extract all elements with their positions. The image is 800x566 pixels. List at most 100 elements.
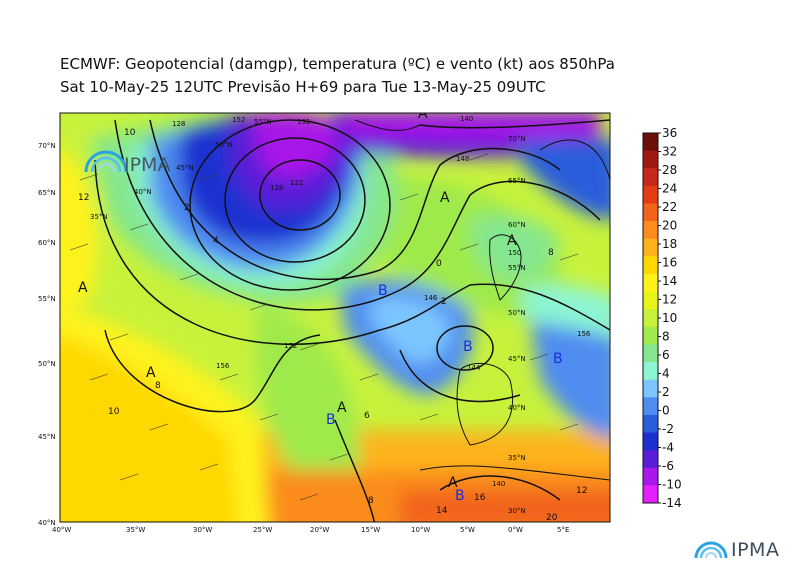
- isotherm-label: 2: [441, 297, 447, 307]
- colorbar-tick-label: 2: [662, 385, 670, 399]
- coast-scandinavia: [539, 139, 610, 181]
- lat-label: 60°N: [38, 239, 56, 247]
- inner-lat-label: 45°N: [176, 164, 194, 172]
- colorbar-tick-label: 18: [662, 237, 677, 251]
- isotherm-label: 16: [474, 493, 486, 503]
- lon-label: 30°W: [193, 526, 212, 534]
- pressure-centers: A A A A A A A B B B B B: [78, 113, 563, 504]
- colorbar-tick-label: 36: [662, 126, 677, 140]
- coastlines: [354, 119, 610, 481]
- colorbar-swatch: [643, 238, 658, 257]
- colorbar-tick-label: 28: [662, 163, 677, 177]
- coast-british-isles: [489, 234, 522, 301]
- colorbar-swatch: [643, 397, 658, 416]
- contour-line-11: [439, 475, 561, 501]
- colorbar-swatch: [643, 168, 658, 187]
- ipma-logo-icon: [84, 150, 128, 173]
- lon-label: 35°W: [126, 526, 145, 534]
- lat-label: 50°N: [38, 360, 56, 368]
- inner-lat-label: 30°N: [508, 507, 526, 515]
- colorbar-tick-label: 16: [662, 256, 677, 270]
- isotherm-label: 10: [124, 128, 136, 138]
- lat-label: 45°N: [38, 433, 56, 441]
- colorbar-swatch: [643, 273, 658, 293]
- ipma-footer-logo: IPMA: [694, 539, 779, 561]
- ipma-map-logo: IPMA: [84, 150, 170, 176]
- contour-label: 152: [232, 116, 245, 124]
- colorbar-swatch: [643, 467, 658, 486]
- colorbar-swatch: [643, 485, 658, 504]
- inner-lat-label: 35°N: [508, 454, 526, 462]
- inner-lat-label: 50°N: [215, 141, 233, 149]
- contour-ring-3: [189, 119, 391, 291]
- isotherm-label: 12: [78, 193, 89, 203]
- low-center: B: [553, 351, 563, 367]
- low-center: B: [378, 283, 388, 299]
- colorbar-swatch: [643, 150, 658, 169]
- contour-low-center: [436, 325, 494, 371]
- contour-line-5: [114, 119, 601, 311]
- ipma-footer-logo-icon: [694, 541, 728, 559]
- inner-lat-label: 45°N: [508, 355, 526, 363]
- isotherm-label: 0: [436, 259, 442, 269]
- colorbar-tick-label: 20: [662, 219, 677, 233]
- colorbar-swatch: [643, 362, 658, 381]
- colorbar-swatch: [643, 432, 658, 451]
- contour-ring-2: [224, 137, 366, 263]
- longitude-axis: 40°W 35°W 30°W 25°W 20°W 15°W 10°W 5°W 0…: [52, 526, 569, 534]
- colorbar-swatch: [643, 344, 658, 363]
- isotherm-label: 12: [576, 486, 587, 496]
- colorbar-tick-label: 22: [662, 200, 677, 214]
- inner-lat-label: 35°N: [90, 213, 108, 221]
- high-center: A: [448, 475, 458, 491]
- isotherm-label: 6: [364, 411, 370, 421]
- isotherm-label: 4: [213, 236, 219, 246]
- inner-lat-labels: 70°N 65°N 60°N 55°N 50°N 45°N 40°N 35°N …: [90, 118, 526, 515]
- contour-label: 156: [577, 330, 591, 338]
- low-center: B: [326, 412, 336, 428]
- lon-label: 10°W: [411, 526, 430, 534]
- map-title-line-1: ECMWF: Geopotencial (damgp), temperatura…: [60, 55, 615, 73]
- map-title-line-2: Sat 10-May-25 12UTC Previsão H+69 para T…: [60, 78, 546, 96]
- contour-line-7: [104, 329, 321, 413]
- high-center: A: [146, 365, 156, 381]
- contour-label: 148: [456, 155, 469, 163]
- contour-label: 144: [467, 364, 481, 372]
- lon-label: 25°W: [253, 526, 272, 534]
- high-center: A: [507, 233, 517, 249]
- contour-label: 128: [172, 120, 185, 128]
- contour-label: 132: [297, 118, 310, 126]
- colorbar-swatch: [643, 291, 658, 310]
- lat-label: 55°N: [38, 295, 56, 303]
- lon-label: 40°W: [52, 526, 71, 534]
- lat-label: 65°N: [38, 189, 56, 197]
- contour-line-4: [149, 119, 561, 281]
- lat-label: 40°N: [38, 519, 56, 527]
- isotherm-label: 8: [155, 381, 161, 391]
- contour-label: 140: [492, 480, 505, 488]
- temperature-field: [60, 113, 610, 522]
- colorbar-tick-label: 4: [662, 367, 670, 381]
- contour-label: 140: [460, 115, 473, 123]
- colorbar-swatch: [643, 326, 658, 345]
- contour-line-10: [419, 119, 610, 129]
- contour-label: 150: [508, 249, 521, 257]
- coast-iberia: [456, 362, 514, 446]
- lon-label: 5°W: [460, 526, 475, 534]
- isotherm-label: 20: [546, 513, 558, 523]
- contour-ring-1: [259, 159, 341, 231]
- high-center: A: [440, 190, 450, 206]
- isotherm-label: 10: [108, 407, 120, 417]
- contour-line-8: [334, 419, 376, 522]
- low-center: B: [455, 488, 465, 504]
- contour-line-9: [399, 349, 521, 403]
- isotherm-label: 8: [368, 496, 374, 506]
- colorbar-swatch: [643, 309, 658, 328]
- colorbar-tick-label: 6: [662, 348, 670, 362]
- colorbar-swatch: [643, 256, 658, 275]
- high-center: A: [78, 280, 88, 296]
- latitude-axis: 70°N 65°N 60°N 55°N 50°N 45°N 40°N: [38, 142, 56, 527]
- colorbar-tick-label: -10: [662, 478, 682, 492]
- low-center: B: [463, 339, 473, 355]
